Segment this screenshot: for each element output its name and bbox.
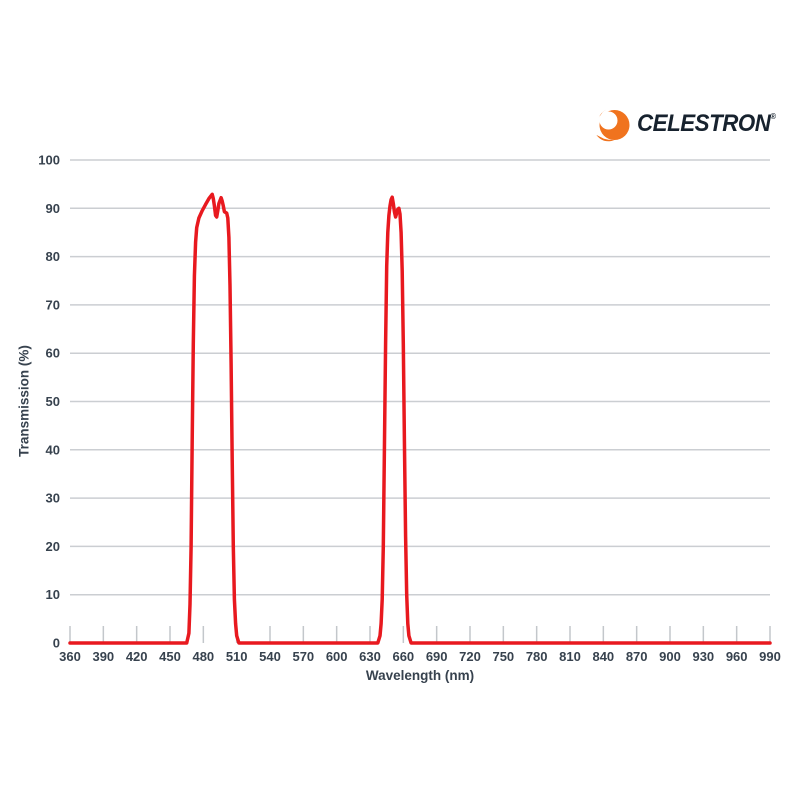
x-tick-label-510: 510: [226, 649, 248, 664]
x-tick-label-990: 990: [759, 649, 781, 664]
y-tick-label-70: 70: [46, 297, 60, 312]
y-tick-label-50: 50: [46, 394, 60, 409]
y-tick-label-10: 10: [46, 587, 60, 602]
x-tick-label-660: 660: [392, 649, 414, 664]
y-tick-label-30: 30: [46, 491, 60, 506]
y-tick-label-100: 100: [38, 153, 60, 168]
x-tick-label-390: 390: [92, 649, 114, 664]
x-tick-label-750: 750: [492, 649, 514, 664]
x-tick-label-960: 960: [726, 649, 748, 664]
y-tick-label-80: 80: [46, 249, 60, 264]
transmission-curve: [68, 192, 772, 645]
x-tick-label-480: 480: [192, 649, 214, 664]
y-tick-label-90: 90: [46, 201, 60, 216]
y-tick-label-0: 0: [53, 636, 60, 651]
y-axis-title: Transmission (%): [16, 345, 32, 457]
x-tick-label-810: 810: [559, 649, 581, 664]
x-tick-label-930: 930: [692, 649, 714, 664]
x-tick-label-420: 420: [126, 649, 148, 664]
x-tick-label-360: 360: [59, 649, 81, 664]
x-tick-label-870: 870: [626, 649, 648, 664]
x-tick-label-690: 690: [426, 649, 448, 664]
x-tick-label-720: 720: [459, 649, 481, 664]
celestron-logo: CELESTRON ®: [595, 105, 786, 143]
x-tick-label-630: 630: [359, 649, 381, 664]
x-tick-label-450: 450: [159, 649, 181, 664]
x-tick-label-540: 540: [259, 649, 281, 664]
x-tick-label-900: 900: [659, 649, 681, 664]
y-tick-label-40: 40: [46, 442, 60, 457]
registered-trademark-symbol: ®: [770, 112, 776, 121]
y-tick-label-20: 20: [46, 539, 60, 554]
celestron-logo-text: CELESTRON: [637, 110, 771, 137]
celestron-comet-icon: [596, 108, 630, 141]
x-tick-label-600: 600: [326, 649, 348, 664]
x-tick-label-780: 780: [526, 649, 548, 664]
x-axis-title: Wavelength (nm): [365, 668, 475, 683]
x-tick-label-840: 840: [592, 649, 614, 664]
y-tick-label-60: 60: [46, 346, 60, 361]
x-tick-label-570: 570: [292, 649, 314, 664]
